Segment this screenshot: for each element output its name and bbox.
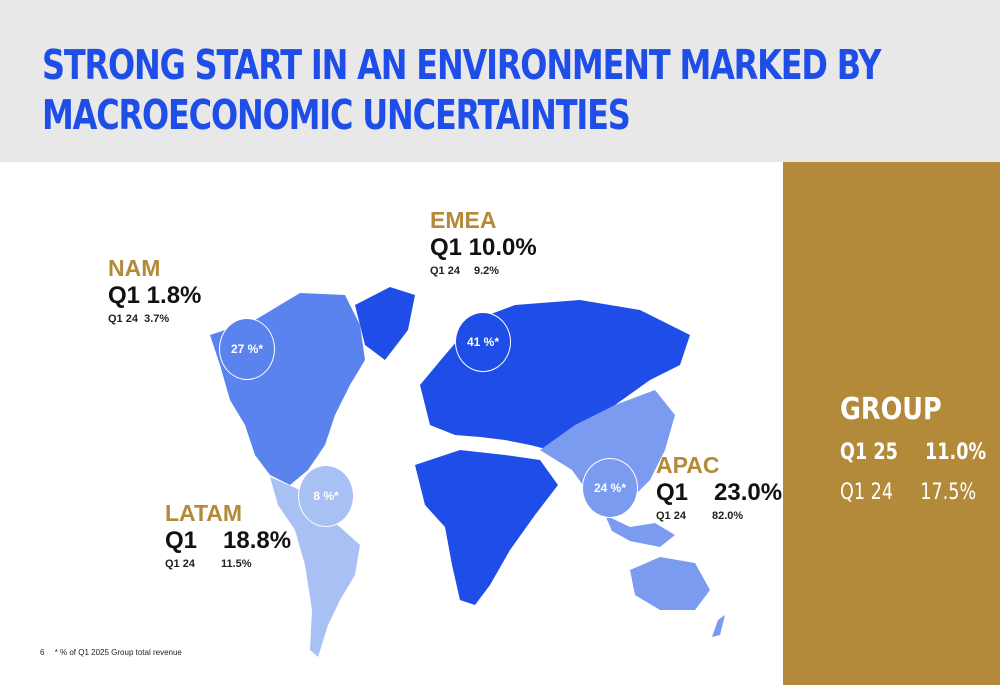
apac-share-bubble: 24 %* — [582, 458, 638, 518]
map-emea-africa — [415, 450, 558, 605]
emea-name: EMEA — [430, 207, 497, 233]
group-panel: GROUP Q1 25 11.0% Q1 24 17.5% — [783, 162, 1000, 685]
map-latam — [270, 477, 360, 657]
emea-current: Q1 10.0% — [430, 234, 537, 261]
apac-previous: Q1 24 82.0% — [656, 508, 782, 524]
header-band — [0, 0, 1000, 162]
page-number: 6 — [40, 648, 45, 657]
title-line-1: STRONG START IN AN ENVIRONMENT MARKED BY — [42, 41, 881, 89]
nam-name: NAM — [108, 255, 161, 281]
map-apac-australia — [630, 557, 710, 610]
footnote-text: * % of Q1 2025 Group total revenue — [54, 648, 182, 657]
apac-name: APAC — [656, 452, 720, 478]
region-emea: EMEA Q1 10.0% Q1 24 9.2% — [430, 207, 537, 279]
title-line-2: MACROECONOMIC UNCERTAINTIES — [42, 91, 631, 139]
group-name: GROUP — [840, 392, 942, 427]
map-apac-islands — [605, 515, 675, 547]
emea-previous-label: Q1 24 — [430, 265, 460, 277]
map-nz — [712, 615, 725, 637]
apac-previous-label: Q1 24 — [656, 510, 686, 522]
emea-previous-value: 9.2% — [473, 265, 500, 277]
emea-share-text: 41 %* — [466, 335, 500, 349]
nam-previous: Q1 24 3.7% — [108, 313, 170, 325]
group-previous-value: 17.5% — [920, 480, 977, 505]
nam-share-bubble: 27 %* — [219, 318, 275, 380]
map-greenland — [355, 287, 415, 360]
emea-previous: Q1 24 9.2% — [430, 263, 537, 279]
latam-current-label: Q1 — [165, 527, 198, 554]
latam-current-value: 18.8% — [223, 527, 292, 554]
group-current-label: Q1 25 — [840, 440, 898, 465]
region-apac: APAC Q1 23.0% Q1 24 82.0% — [656, 452, 782, 524]
apac-share-text: 24 %* — [593, 481, 627, 495]
apac-current-label: Q1 — [656, 479, 689, 506]
latam-name: LATAM — [165, 500, 243, 526]
group-previous-label: Q1 24 — [840, 480, 894, 505]
latam-previous-value: 11.5% — [220, 558, 252, 570]
latam-previous-label: Q1 24 — [165, 558, 195, 570]
apac-previous-value: 82.0% — [711, 510, 744, 522]
nam-current: Q1 1.8% — [108, 282, 202, 309]
map-apac-asia — [540, 390, 675, 510]
region-latam: LATAM Q1 18.8% Q1 24 11.5% — [165, 500, 291, 572]
apac-current-value: 23.0% — [714, 479, 783, 506]
latam-current: Q1 18.8% — [165, 526, 291, 556]
group-previous: Q1 24 17.5% — [840, 480, 976, 505]
group-current-value: 11.0% — [925, 440, 987, 465]
latam-share-text: 8 %* — [313, 489, 339, 503]
latam-previous: Q1 24 11.5% — [165, 556, 291, 572]
page-title: STRONG START IN AN ENVIRONMENT MARKED BY… — [42, 40, 881, 140]
nam-share-text: 27 %* — [230, 342, 264, 356]
footnote: 6 * % of Q1 2025 Group total revenue — [40, 648, 182, 657]
emea-share-bubble: 41 %* — [455, 312, 511, 372]
world-map — [210, 287, 725, 657]
apac-current: Q1 23.0% — [656, 478, 782, 508]
latam-share-bubble: 8 %* — [298, 465, 354, 527]
group-current: Q1 25 11.0% — [840, 440, 986, 465]
region-nam: NAM Q1 1.8% Q1 24 3.7% — [108, 255, 201, 327]
